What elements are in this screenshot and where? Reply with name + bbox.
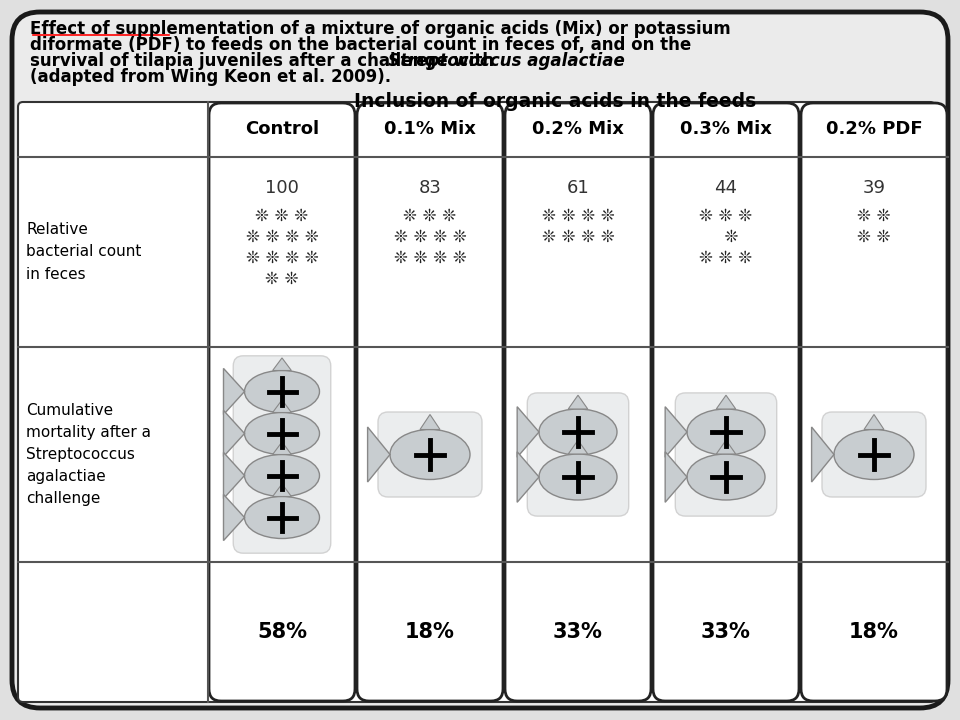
Polygon shape xyxy=(224,410,245,456)
Polygon shape xyxy=(420,415,440,430)
FancyBboxPatch shape xyxy=(822,412,926,497)
Ellipse shape xyxy=(245,497,320,539)
Polygon shape xyxy=(368,427,390,482)
Text: 18%: 18% xyxy=(849,622,899,642)
Text: ❊ ❊: ❊ ❊ xyxy=(857,228,891,246)
Text: 0.1% Mix: 0.1% Mix xyxy=(384,120,476,138)
Text: ❊ ❊ ❊ ❊: ❊ ❊ ❊ ❊ xyxy=(246,249,319,267)
Polygon shape xyxy=(811,427,834,482)
FancyBboxPatch shape xyxy=(18,102,935,702)
FancyBboxPatch shape xyxy=(653,103,799,701)
Ellipse shape xyxy=(245,413,320,454)
Text: 61: 61 xyxy=(566,179,589,197)
FancyBboxPatch shape xyxy=(675,393,777,516)
FancyBboxPatch shape xyxy=(505,103,651,701)
FancyBboxPatch shape xyxy=(12,12,948,708)
Text: 39: 39 xyxy=(862,179,885,197)
Text: Control: Control xyxy=(245,120,319,138)
Ellipse shape xyxy=(687,409,765,455)
Polygon shape xyxy=(716,440,735,454)
FancyBboxPatch shape xyxy=(209,103,355,701)
Ellipse shape xyxy=(245,454,320,497)
Text: 44: 44 xyxy=(714,179,737,197)
Text: diformate (PDF) to feeds on the bacterial count in feces of, and on the: diformate (PDF) to feeds on the bacteria… xyxy=(30,36,691,54)
Polygon shape xyxy=(224,495,245,541)
Ellipse shape xyxy=(687,454,765,500)
Text: ❊ ❊ ❊ ❊: ❊ ❊ ❊ ❊ xyxy=(394,228,467,246)
FancyBboxPatch shape xyxy=(801,103,947,701)
Polygon shape xyxy=(224,369,245,415)
Text: ❊ ❊ ❊ ❊: ❊ ❊ ❊ ❊ xyxy=(246,228,319,246)
Polygon shape xyxy=(273,400,292,413)
Polygon shape xyxy=(273,442,292,454)
Text: 0.2% PDF: 0.2% PDF xyxy=(826,120,923,138)
FancyBboxPatch shape xyxy=(233,356,331,553)
Polygon shape xyxy=(864,415,884,430)
Polygon shape xyxy=(665,451,687,503)
Text: Streptococcus agalactiae: Streptococcus agalactiae xyxy=(388,52,625,70)
Ellipse shape xyxy=(245,371,320,413)
Polygon shape xyxy=(517,407,539,457)
Polygon shape xyxy=(716,395,735,409)
Ellipse shape xyxy=(539,409,617,455)
Text: ❊ ❊ ❊ ❊: ❊ ❊ ❊ ❊ xyxy=(394,249,467,267)
Polygon shape xyxy=(568,395,588,409)
Text: ❊ ❊ ❊: ❊ ❊ ❊ xyxy=(255,207,308,225)
Polygon shape xyxy=(568,440,588,454)
Text: 18%: 18% xyxy=(405,622,455,642)
Polygon shape xyxy=(273,484,292,497)
Polygon shape xyxy=(224,452,245,498)
Polygon shape xyxy=(665,407,687,457)
Text: 0.2% Mix: 0.2% Mix xyxy=(532,120,624,138)
Ellipse shape xyxy=(539,454,617,500)
Text: Effect of supplementation of a mixture of organic acids (Mix) or potassium: Effect of supplementation of a mixture o… xyxy=(30,20,731,38)
Text: ❊ ❊: ❊ ❊ xyxy=(857,207,891,225)
Text: Inclusion of organic acids in the feeds: Inclusion of organic acids in the feeds xyxy=(354,92,756,111)
Text: ❊ ❊ ❊ ❊: ❊ ❊ ❊ ❊ xyxy=(541,228,614,246)
Text: Relative
bacterial count
in feces: Relative bacterial count in feces xyxy=(26,222,141,282)
Text: ❊ ❊ ❊: ❊ ❊ ❊ xyxy=(700,207,753,225)
Text: ❊ ❊ ❊ ❊: ❊ ❊ ❊ ❊ xyxy=(541,207,614,225)
Text: (adapted from Wing Keon et al. 2009).: (adapted from Wing Keon et al. 2009). xyxy=(30,68,391,86)
FancyBboxPatch shape xyxy=(357,103,503,701)
Text: 83: 83 xyxy=(419,179,442,197)
Text: ❊ ❊ ❊: ❊ ❊ ❊ xyxy=(403,207,457,225)
Text: 33%: 33% xyxy=(701,622,751,642)
Polygon shape xyxy=(517,451,539,503)
Text: Cumulative
mortality after a
Streptococcus
agalactiae
challenge: Cumulative mortality after a Streptococc… xyxy=(26,402,151,506)
FancyBboxPatch shape xyxy=(527,393,629,516)
Text: ❊: ❊ xyxy=(713,228,738,246)
Ellipse shape xyxy=(834,430,914,480)
Text: 0.3% Mix: 0.3% Mix xyxy=(680,120,772,138)
Text: survival of tilapia juveniles after a challenge with: survival of tilapia juveniles after a ch… xyxy=(30,52,500,70)
Text: 100: 100 xyxy=(265,179,299,197)
Text: ❊ ❊: ❊ ❊ xyxy=(265,270,299,288)
Polygon shape xyxy=(273,358,292,371)
Text: 33%: 33% xyxy=(553,622,603,642)
FancyBboxPatch shape xyxy=(378,412,482,497)
Ellipse shape xyxy=(390,430,470,480)
Text: 58%: 58% xyxy=(257,622,307,642)
Text: ❊ ❊ ❊: ❊ ❊ ❊ xyxy=(700,249,753,267)
